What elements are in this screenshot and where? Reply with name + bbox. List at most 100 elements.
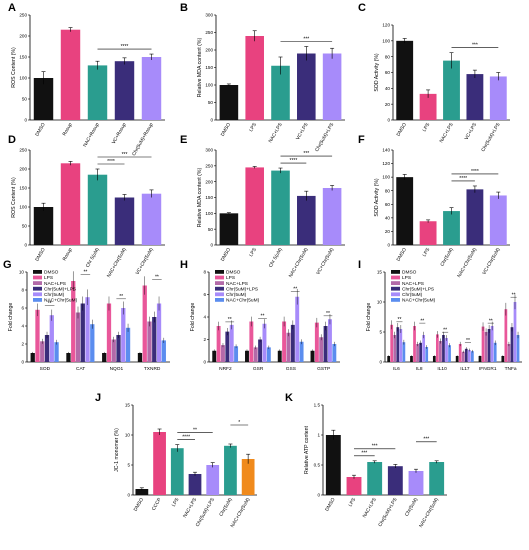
category-label: IL10 bbox=[437, 366, 447, 372]
y-tick-label: 4 bbox=[21, 324, 24, 329]
panel-letter: F bbox=[358, 134, 365, 146]
bar bbox=[513, 302, 517, 362]
category-label: NAC+LPS bbox=[182, 497, 198, 519]
y-tick-label: 100 bbox=[382, 38, 390, 43]
bar bbox=[141, 57, 162, 120]
legend-label: NAC+Chr(5uM) bbox=[44, 298, 78, 304]
significance-label: * bbox=[238, 420, 240, 426]
y-tick-label: 2 bbox=[203, 337, 206, 342]
y-tick-label: 100 bbox=[19, 205, 27, 210]
bar bbox=[393, 335, 397, 362]
category-label: GSR bbox=[253, 366, 264, 372]
category-label: LPS bbox=[422, 122, 432, 133]
category-label: Chr(5uM) bbox=[218, 497, 234, 518]
y-tick-label: 2 bbox=[21, 342, 24, 347]
category-label: Rosup bbox=[62, 247, 74, 262]
bar bbox=[458, 344, 462, 362]
panel-letter: G bbox=[3, 259, 12, 271]
bar bbox=[114, 197, 135, 245]
y-tick-label: 50 bbox=[22, 97, 28, 102]
bar bbox=[396, 40, 414, 121]
y-tick-label: 250 bbox=[205, 163, 213, 168]
bar bbox=[125, 327, 131, 362]
bar bbox=[170, 448, 184, 495]
bar bbox=[66, 353, 71, 362]
bar bbox=[141, 193, 162, 245]
bar bbox=[501, 356, 505, 362]
legend-label: Chr(5uM) bbox=[402, 292, 423, 298]
category-label: IFNGR1 bbox=[479, 366, 497, 372]
legend-label: NAC+Chr(5uM) bbox=[402, 298, 436, 304]
bar bbox=[487, 329, 491, 362]
y-tick-label: 5 bbox=[127, 463, 130, 468]
y-axis-label: Fold change bbox=[8, 303, 14, 332]
category-label: IL17 bbox=[460, 366, 470, 372]
y-tick-label: 10 bbox=[19, 270, 25, 275]
y-tick-label: 0 bbox=[379, 360, 382, 365]
bar bbox=[234, 346, 239, 362]
y-tick-label: 200 bbox=[205, 179, 213, 184]
bar bbox=[432, 356, 436, 362]
y-tick-label: 1 bbox=[317, 433, 320, 438]
category-label: IL6 bbox=[393, 366, 400, 372]
bar bbox=[137, 353, 143, 362]
bar bbox=[396, 327, 400, 362]
category-label: LPS bbox=[248, 247, 258, 258]
legend-swatch bbox=[33, 292, 42, 297]
category-label: NRF2 bbox=[219, 366, 232, 372]
bar bbox=[153, 432, 166, 495]
legend-swatch bbox=[215, 292, 224, 297]
significance-label: ** bbox=[261, 313, 265, 319]
bar bbox=[87, 65, 108, 120]
bar bbox=[408, 471, 424, 495]
bar bbox=[471, 351, 474, 362]
category-label: Chr(5uM)+LPS bbox=[377, 497, 398, 528]
legend-swatch bbox=[215, 270, 224, 274]
y-tick-label: 0 bbox=[203, 360, 206, 365]
y-tick-label: 150 bbox=[205, 195, 213, 200]
category-label: Chr 5(uM) bbox=[85, 247, 101, 269]
bar bbox=[445, 338, 448, 362]
chart-panel-i: 0 5 10 15 Fold change I IL6 ** IL8 ** IL10 ** IL17 **… bbox=[358, 259, 522, 372]
legend-swatch bbox=[215, 281, 224, 285]
chart-panel-j: 0 5 10 15 JC-1 monomer (%) J DMSO CCCP LPS NAC+LP… bbox=[95, 392, 257, 529]
bar bbox=[241, 459, 255, 495]
y-tick-label: 80 bbox=[385, 188, 391, 193]
y-tick-label: 250 bbox=[19, 13, 27, 18]
y-tick-label: 140 bbox=[382, 148, 390, 153]
y-tick-label: 4 bbox=[203, 315, 206, 320]
category-label: VC+Chr(5uM) bbox=[135, 247, 155, 276]
bar bbox=[332, 344, 337, 362]
category-label: DMSO bbox=[34, 247, 47, 263]
significance-label: ** bbox=[512, 292, 516, 298]
y-tick-label: 100 bbox=[382, 175, 390, 180]
y-axis-label: Relative MDA content (%) bbox=[197, 38, 203, 98]
y-tick-label: 50 bbox=[208, 227, 214, 232]
bar bbox=[188, 474, 202, 495]
bar bbox=[314, 322, 319, 362]
category-label: Chr(5uM)+LPS bbox=[195, 497, 216, 528]
legend-swatch bbox=[391, 275, 400, 280]
y-tick-label: 40 bbox=[385, 215, 391, 220]
bar bbox=[271, 65, 290, 120]
chart-panel-e: 0 50 100 150 200 250 300 Relative MDA content (… bbox=[180, 134, 345, 279]
y-tick-label: 5 bbox=[379, 330, 382, 335]
chart-panel-h: 0 2 4 6 8 Fold change H NRF2 ** GSR ** GSS ** GSTP ** D… bbox=[180, 259, 340, 372]
bar bbox=[71, 281, 76, 362]
bar bbox=[419, 342, 422, 362]
bar bbox=[439, 341, 442, 362]
bar bbox=[422, 335, 426, 362]
bar bbox=[346, 477, 362, 495]
significance-label: *** bbox=[472, 43, 478, 49]
y-axis-label: SOD Activity (%) bbox=[374, 53, 380, 92]
category-label: CAT bbox=[76, 366, 85, 372]
category-label: LPS bbox=[422, 247, 432, 258]
category-label: VC+Chr(5uM) bbox=[315, 247, 335, 276]
panel-letter: I bbox=[358, 259, 361, 271]
bar bbox=[290, 324, 295, 362]
bar bbox=[135, 489, 149, 495]
bar bbox=[116, 335, 121, 362]
significance-label: ** bbox=[398, 317, 402, 323]
legend-swatch bbox=[391, 281, 400, 285]
